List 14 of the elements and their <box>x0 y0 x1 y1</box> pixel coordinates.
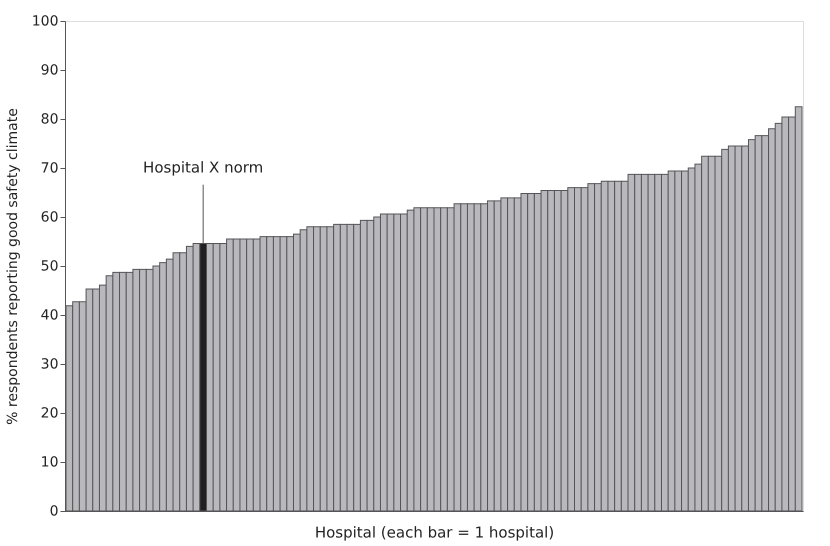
y-tick-label: 50 <box>40 258 58 274</box>
y-tick-label: 20 <box>40 406 58 422</box>
y-axis-title: % respondents reporting good safety climate <box>4 108 21 425</box>
annotation: Hospital X norm <box>143 158 264 176</box>
y-tick-label: 40 <box>40 308 58 324</box>
y-tick-label: 90 <box>40 62 58 78</box>
y-tick-label: 70 <box>40 160 58 176</box>
y-tick-label: 0 <box>50 504 58 520</box>
y-tick-label: 30 <box>40 356 58 372</box>
y-tick-label: 10 <box>40 454 58 470</box>
y-tick-label: 100 <box>32 14 58 30</box>
y-tick-label: 80 <box>40 112 58 128</box>
y-tick-label: 60 <box>40 210 58 226</box>
x-axis-title: Hospital (each bar = 1 hospital) <box>314 524 554 542</box>
